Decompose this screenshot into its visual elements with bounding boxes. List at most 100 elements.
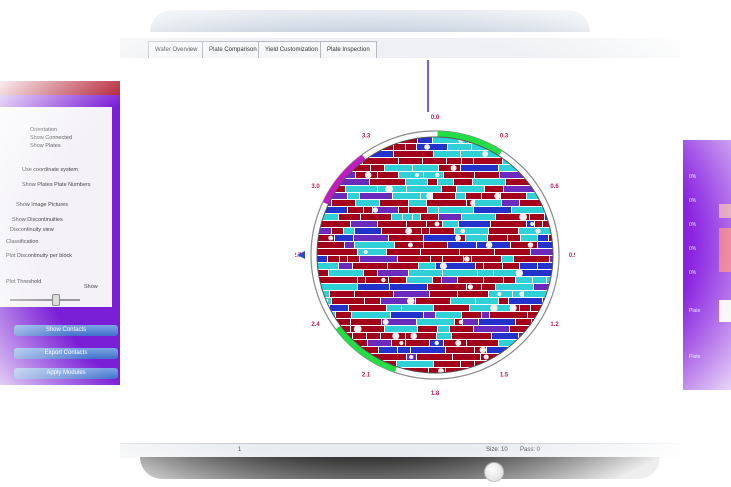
die-block	[549, 235, 553, 241]
option-show-connected[interactable]: Show Connected	[30, 135, 72, 141]
wafer-angle-label: 0.0	[431, 115, 440, 121]
defect-spot	[458, 319, 464, 325]
defect-spot	[467, 284, 474, 290]
die-block	[427, 200, 466, 206]
threshold-slider-track[interactable]	[10, 299, 80, 301]
die-block	[519, 228, 537, 234]
die-block	[424, 235, 456, 241]
die-block	[317, 361, 334, 367]
die-block	[452, 333, 491, 339]
die-block	[434, 305, 469, 311]
die-block	[479, 319, 515, 325]
die-block	[332, 228, 343, 234]
die-block	[538, 235, 548, 241]
legend-label: 0%	[689, 198, 697, 204]
die-block	[421, 214, 438, 220]
die-block	[430, 291, 457, 297]
die-block	[475, 200, 501, 206]
option-discontinuity-view[interactable]: Discontinuity view	[10, 227, 54, 233]
defect-spot	[455, 235, 461, 241]
die-block	[387, 305, 401, 311]
die-block	[538, 263, 553, 269]
option-show-plates[interactable]: Show Plates	[30, 143, 61, 149]
die-block	[358, 284, 389, 290]
die-block	[502, 200, 519, 206]
defect-spot	[330, 143, 339, 151]
defect-spot	[321, 353, 328, 361]
die-block	[474, 158, 502, 164]
left-panel-header	[0, 81, 120, 95]
option-image-pictures[interactable]: Show Image Pictures	[16, 202, 68, 208]
die-block	[424, 242, 447, 248]
tab-wafer-overview[interactable]: Wafer Overview	[148, 41, 205, 58]
option-plate-numbers[interactable]: Show Plates Plate Numbers	[22, 182, 91, 188]
defect-spot	[485, 241, 493, 249]
die-block	[413, 214, 420, 220]
legend-swatch	[719, 300, 731, 322]
die-block	[466, 193, 481, 199]
die-block	[543, 298, 553, 304]
option-classification[interactable]: Classification	[6, 239, 39, 245]
die-block	[504, 186, 542, 192]
die-block	[453, 354, 480, 360]
die-block	[442, 186, 456, 192]
die-block	[474, 207, 511, 213]
die-block	[509, 137, 534, 143]
die-block	[520, 200, 548, 206]
die-block	[475, 172, 499, 178]
option-plot-discontinuity[interactable]: Plot Discontinuity per block	[6, 253, 73, 259]
die-block	[378, 172, 398, 178]
navigation-knob[interactable]	[484, 462, 504, 482]
die-block	[545, 214, 553, 220]
die-block	[353, 333, 366, 339]
defect-spot	[405, 227, 413, 235]
threshold-slider-thumb[interactable]	[52, 294, 60, 306]
die-block	[385, 165, 412, 171]
die-block	[488, 235, 507, 241]
die-block	[442, 277, 457, 283]
die-block	[399, 207, 408, 213]
die-block	[534, 284, 553, 290]
die-block	[512, 207, 544, 213]
die-block	[390, 284, 427, 290]
edge-arc-green	[437, 131, 502, 156]
tab-plate-comparison[interactable]: Plate Comparison	[202, 41, 264, 58]
die-block	[356, 200, 379, 206]
die-block	[317, 214, 338, 220]
wafer-angle-label: 0.6	[550, 184, 559, 190]
wafer-map[interactable]: 0.0 0.3 0.6 0.9 1.2 1.5 1.8 2.1 2.4 2.7 3.0 3.3	[293, 60, 578, 410]
defect-spot	[543, 354, 550, 360]
die-block	[446, 347, 474, 353]
die-block	[533, 277, 546, 283]
defect-spot	[363, 249, 368, 255]
die-block	[527, 151, 553, 157]
show-contacts-button[interactable]: Show Contacts	[14, 325, 118, 336]
die-block	[424, 172, 443, 178]
export-contacts-button[interactable]: Export Contacts	[14, 348, 118, 359]
die-block	[482, 284, 495, 290]
defect-spot	[497, 291, 502, 297]
option-orientation[interactable]: Orientation	[30, 127, 57, 133]
die-block	[407, 277, 432, 283]
option-discontinuities[interactable]: Show Discontinuities	[12, 217, 63, 223]
die-block	[514, 256, 549, 262]
die-block	[456, 193, 465, 199]
die-block	[503, 263, 519, 269]
tab-plate-inspection[interactable]: Plate Inspection	[320, 41, 377, 58]
die-block	[335, 235, 353, 241]
option-coordinate-system[interactable]: Use coordinate system	[22, 167, 78, 173]
apply-modules-button[interactable]: Apply Modules	[14, 368, 118, 379]
die-block	[349, 305, 386, 311]
defect-spot	[434, 172, 440, 178]
die-block	[462, 214, 495, 220]
wafer-dies	[317, 137, 553, 373]
show-label[interactable]: Show	[84, 284, 98, 290]
die-block	[424, 312, 435, 318]
die-block	[348, 193, 359, 199]
defect-spot	[483, 354, 489, 360]
die-block	[336, 312, 351, 318]
die-block	[409, 207, 427, 213]
pass-indicator: Pass: 0	[520, 447, 541, 453]
die-block	[522, 158, 553, 164]
tab-yield-customization[interactable]: Yield Customization	[258, 41, 325, 58]
